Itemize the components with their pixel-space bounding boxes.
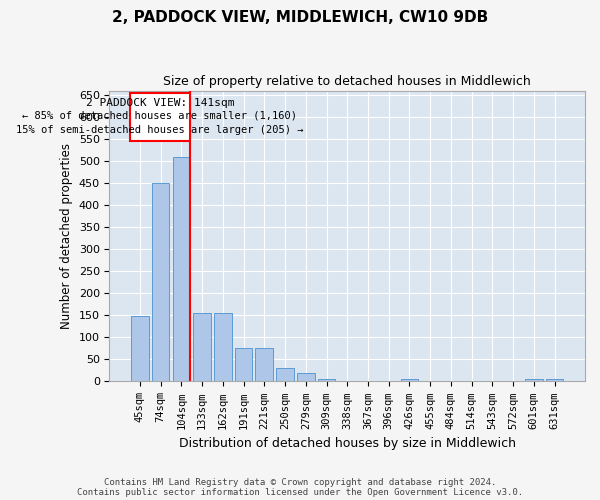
Bar — [131, 316, 149, 382]
Bar — [256, 348, 273, 382]
Bar — [152, 183, 169, 382]
Text: 2 PADDOCK VIEW: 141sqm: 2 PADDOCK VIEW: 141sqm — [86, 98, 234, 108]
Bar — [297, 372, 314, 382]
Bar — [173, 156, 190, 382]
Text: Contains HM Land Registry data © Crown copyright and database right 2024.
Contai: Contains HM Land Registry data © Crown c… — [77, 478, 523, 497]
Bar — [193, 313, 211, 382]
Bar — [401, 379, 418, 382]
Bar — [546, 379, 563, 382]
Text: 2, PADDOCK VIEW, MIDDLEWICH, CW10 9DB: 2, PADDOCK VIEW, MIDDLEWICH, CW10 9DB — [112, 10, 488, 25]
Y-axis label: Number of detached properties: Number of detached properties — [60, 143, 73, 329]
Bar — [317, 379, 335, 382]
Bar — [276, 368, 294, 382]
Title: Size of property relative to detached houses in Middlewich: Size of property relative to detached ho… — [163, 75, 531, 88]
Bar — [235, 348, 253, 382]
Bar — [214, 313, 232, 382]
Text: 15% of semi-detached houses are larger (205) →: 15% of semi-detached houses are larger (… — [16, 125, 304, 135]
FancyBboxPatch shape — [130, 93, 190, 141]
Text: ← 85% of detached houses are smaller (1,160): ← 85% of detached houses are smaller (1,… — [22, 110, 298, 120]
X-axis label: Distribution of detached houses by size in Middlewich: Distribution of detached houses by size … — [179, 437, 516, 450]
Bar — [525, 379, 542, 382]
